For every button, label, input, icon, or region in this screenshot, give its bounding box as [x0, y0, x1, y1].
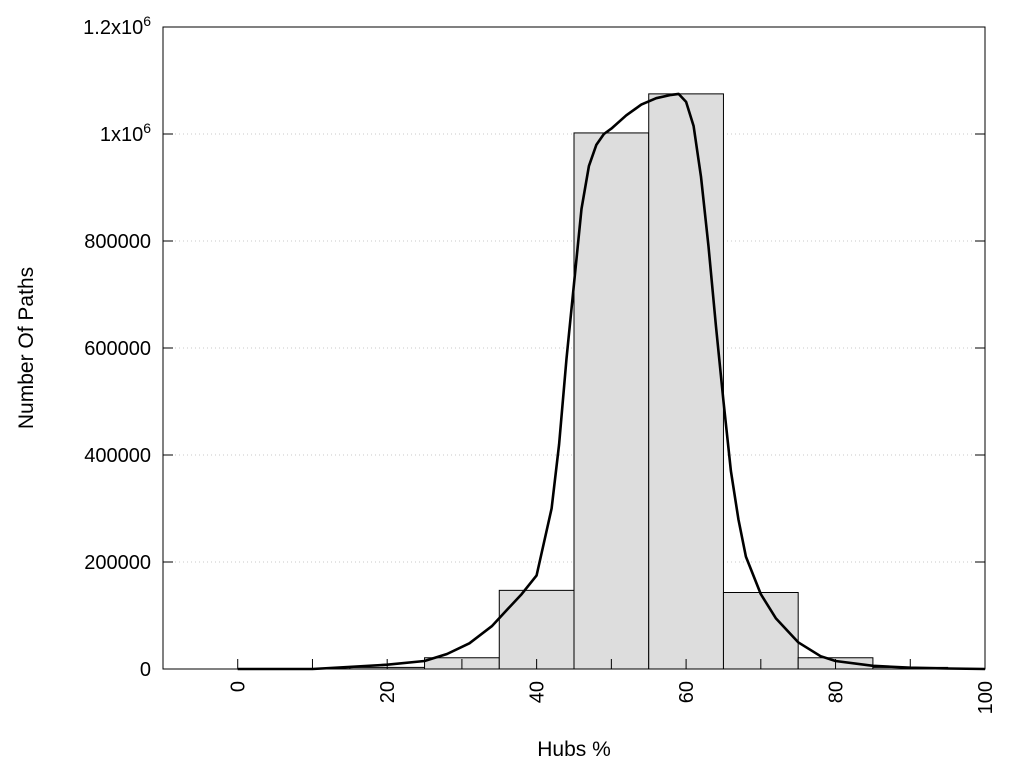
y-tick-label: 1x106 [100, 120, 151, 146]
y-tick-label: 800000 [84, 231, 151, 253]
bar-60 [648, 93, 724, 670]
x-tick-labels: 0 20 40 60 80 100 [228, 681, 997, 714]
x-tick-label: 20 [377, 681, 399, 703]
x-tick-label: 100 [975, 681, 997, 714]
y-tick-label: 600000 [84, 338, 151, 360]
x-axis-label: Hubs % [537, 738, 611, 761]
y-tick-label: 400000 [84, 445, 151, 467]
x-tick-label: 0 [228, 681, 250, 692]
x-tick-label: 60 [676, 681, 698, 703]
bars [349, 93, 949, 670]
axis-ticks [163, 26, 986, 670]
bar-50 [573, 132, 650, 670]
grid-lines [163, 133, 985, 563]
density-curve [237, 92, 986, 671]
y-axis-label: Number Of Paths [15, 267, 38, 429]
x-tick-label: 80 [826, 681, 848, 703]
bar-40 [498, 589, 575, 670]
x-tick-label: 40 [527, 681, 549, 703]
fit-curve [237, 92, 986, 671]
y-tick-label: 1.2x106 [83, 13, 151, 39]
y-tick-label: 200000 [84, 552, 151, 574]
y-tick-labels: 0 200000 400000 600000 800000 1x106 1.2x106 [83, 13, 151, 681]
y-tick-label: 0 [140, 659, 151, 681]
